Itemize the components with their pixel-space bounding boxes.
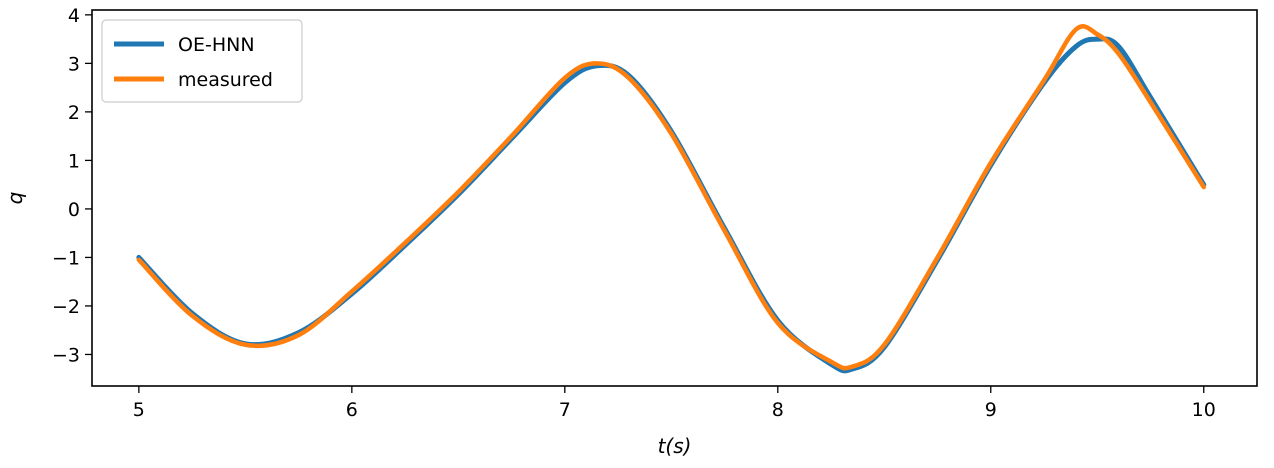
x-tick-label: 5 (133, 399, 145, 421)
y-axis-label: q (3, 192, 27, 205)
y-tick-label: −3 (52, 344, 80, 366)
y-tick-label: −1 (52, 247, 80, 269)
legend-label: OE-HNN (178, 34, 255, 56)
y-tick-label: 3 (68, 53, 80, 75)
x-tick-label: 6 (346, 399, 358, 421)
x-axis-label: t(s) (658, 434, 692, 458)
x-tick-label: 10 (1192, 399, 1216, 421)
y-tick-label: 2 (68, 102, 80, 124)
y-tick-label: −2 (52, 296, 80, 318)
plot-area-frame (91, 9, 1258, 387)
x-tick-label: 8 (772, 399, 784, 421)
y-tick-label: 4 (68, 5, 80, 27)
y-tick-label: 1 (68, 150, 80, 172)
legend-label: measured (178, 69, 273, 91)
legend: OE-HNN measured (101, 19, 303, 103)
y-tick-label: 0 (68, 199, 80, 221)
series-line-measured (136, 24, 1207, 371)
x-tick-label: 9 (985, 399, 997, 421)
x-tick-label: 7 (559, 399, 571, 421)
